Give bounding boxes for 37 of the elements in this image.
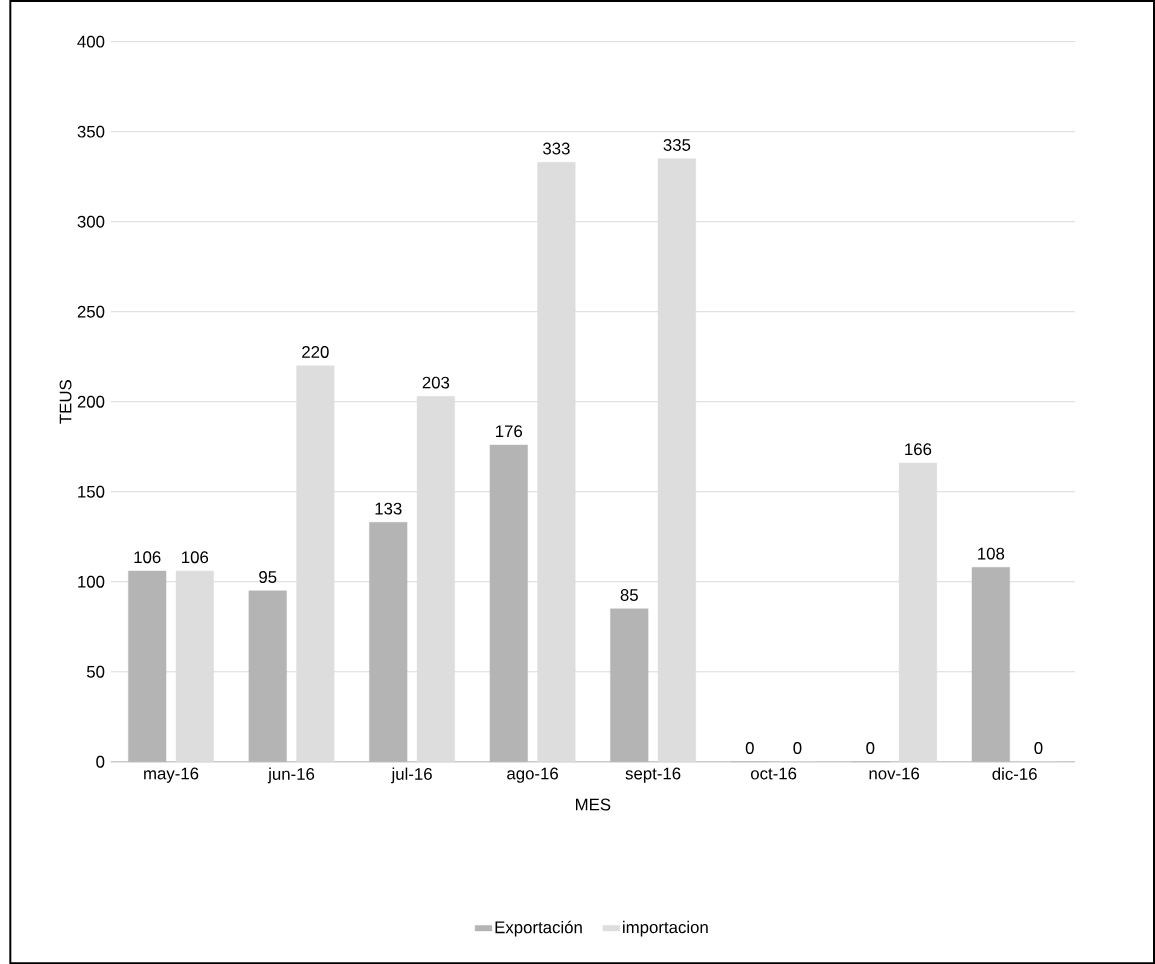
- data-label: 220: [302, 345, 329, 358]
- x-tick-label: may-16: [144, 767, 199, 783]
- data-label: 85: [620, 589, 638, 601]
- y-axis-title: TEUS: [59, 380, 72, 424]
- x-tick-label: oct-16: [750, 767, 797, 780]
- y-tick-label: 400: [77, 35, 105, 48]
- x-tick-label: nov-16: [869, 767, 920, 780]
- x-tick-label: ago-16: [507, 767, 558, 783]
- data-label: 0: [745, 742, 754, 754]
- x-tick-label: jul-16: [391, 767, 432, 784]
- y-tick-label: 150: [78, 485, 105, 498]
- data-label: 106: [134, 551, 161, 564]
- data-label: 176: [496, 425, 523, 438]
- x-axis-title: MES: [576, 798, 611, 811]
- x-tick-label: dic-16: [992, 767, 1037, 780]
- data-label: 106: [182, 551, 209, 564]
- x-tick-label: sept-16: [625, 767, 681, 783]
- data-label: 0: [866, 742, 875, 754]
- y-tick-label: 300: [77, 215, 105, 228]
- data-label: 133: [375, 502, 402, 515]
- y-tick-label: 100: [78, 575, 105, 588]
- y-tick-label: 0: [96, 755, 105, 768]
- data-label: 333: [543, 142, 570, 155]
- x-tick-label: jun-16: [267, 767, 315, 784]
- y-tick-label: 250: [77, 305, 105, 318]
- y-tick-label: 200: [77, 395, 105, 408]
- y-tick-label: 50: [86, 665, 105, 678]
- data-label: 335: [663, 138, 691, 151]
- legend-label: importacion: [623, 920, 708, 937]
- data-label: 0: [1034, 742, 1043, 754]
- data-label: 95: [259, 571, 277, 583]
- data-label: 108: [978, 547, 1005, 560]
- data-label: 0: [793, 742, 802, 754]
- data-label: 203: [422, 376, 450, 389]
- data-label: 166: [905, 443, 932, 456]
- legend-label: Exportación: [495, 920, 582, 937]
- y-tick-label: 350: [77, 125, 105, 138]
